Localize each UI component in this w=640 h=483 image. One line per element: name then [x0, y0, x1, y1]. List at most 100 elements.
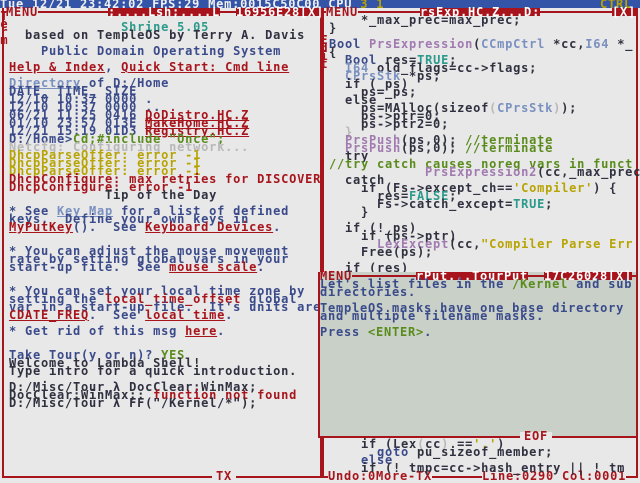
text-line: Bool res=TRUE; — [329, 53, 458, 67]
text-segment: '.' — [473, 437, 498, 451]
editor-close-button[interactable]: [X] — [612, 5, 637, 19]
text-line: PrsPush(ps,0); //terminate — [329, 134, 553, 146]
text-segment: 12/10 10:37 0000 . — [9, 92, 154, 106]
text-line: //try catch causes noreg vars in funct — [329, 158, 633, 170]
link[interactable]: Registry.HC.Z — [145, 124, 250, 138]
text-segment: function not found — [153, 388, 298, 402]
terminal-close-button[interactable]: [X] — [300, 5, 325, 19]
text-segment: PrsExpression2 — [329, 165, 538, 179]
text-segment: Shrine 5.05 — [9, 20, 210, 34]
text-line: Free(ps); — [329, 246, 433, 258]
text-segment: CCmpCtrl — [481, 37, 546, 51]
text-segment: start-up file. See — [9, 260, 170, 274]
text-segment: based on TempleOS by Terry A. Davis — [9, 28, 306, 42]
text-segment: Tip of the Day — [9, 188, 218, 202]
tour-title-bar[interactable]: MENU rPut...TourPut 17C26028 [X] — [320, 269, 636, 283]
text-segment: ps->ptr=0; — [329, 109, 442, 123]
text-segment: <ENTER> — [368, 325, 425, 339]
text-segment: ; — [449, 53, 458, 67]
tour-title: rPut...TourPut — [416, 269, 529, 283]
text-line: if (_ps) — [329, 78, 409, 90]
text-segment: 01/10 23:57 013E — [9, 116, 146, 130]
text-segment: . — [257, 260, 266, 274]
link[interactable]: Directory — [9, 76, 82, 90]
text-line: 12/10 10:37 0000 . — [9, 92, 154, 106]
text-segment: Netcfg: Configuring network... — [9, 140, 250, 154]
text-segment: DhcpParseOffer: error -1 — [9, 156, 202, 170]
text-segment: if (! tmpc=cc->hash_entry || ! tm — [329, 461, 626, 475]
tour-menu-button[interactable]: MENU — [320, 269, 353, 283]
text-segment: (ps,0); — [401, 141, 466, 155]
editor-title: rsExp.HC.Z...D: — [420, 5, 541, 19]
text-segment: 06/21 11:25 0416 — [9, 108, 146, 122]
text-line: goto pu_sizeof_member; — [329, 446, 553, 458]
terminal-title-bar[interactable]: MENU ;....Lsh;....L 16956E28 [X] — [4, 5, 325, 19]
text-line: 12/21 15:19 01D3 Registry.HC.Z — [9, 124, 250, 138]
link[interactable]: DoDistro.HC.Z — [145, 108, 250, 122]
editor-title-bar[interactable]: MENU rsExp.HC.Z...D: [X] — [324, 5, 637, 19]
text-segment: . — [225, 308, 234, 322]
text-segment: 12/21 15:19 01D3 — [9, 124, 146, 138]
text-segment: ) — [441, 437, 450, 451]
text-segment: *_max_prec=max_prec; — [329, 13, 522, 27]
link[interactable]: CDATE_FREQ — [9, 308, 90, 322]
text-line: Help & Index, Quick Start: Cmd line — [9, 60, 290, 74]
text-line: keys. Define your own keys in — [9, 213, 249, 225]
link[interactable]: Key Map — [57, 204, 114, 218]
text-segment: == — [449, 437, 474, 451]
text-segment: if (Fs->except_ch== — [329, 181, 514, 195]
text-segment: ); — [561, 101, 578, 115]
editor-menu-button[interactable]: MENU — [326, 5, 359, 19]
text-line: start-up file. See mouse scale. — [9, 260, 266, 274]
text-segment: CPrsStk — [329, 69, 402, 83]
tour-task-id: 17C26028 — [544, 269, 609, 283]
link[interactable]: here — [185, 324, 218, 338]
text-segment: if (ps->ptr) — [329, 229, 458, 243]
text-line: DhcpConfigure: error -1 — [9, 180, 194, 194]
text-line: if (!_ps) — [329, 222, 417, 234]
text-line: CPrsStk *ps; — [329, 69, 442, 83]
link[interactable]: Help & Index — [9, 60, 106, 74]
editor-window[interactable]: MENU rsExp.HC.Z...D: [X] E d i t Undo:0M… — [320, 5, 638, 482]
text-line: Fs->catch_except=TRUE; — [329, 198, 553, 210]
text-segment: for a list of defined — [113, 204, 290, 218]
terminal-menu-button[interactable]: MENU — [6, 5, 39, 19]
link[interactable]: local time — [145, 308, 226, 322]
text-line: LexExcept(cc,"Compiler Parse Err — [329, 237, 633, 251]
tour-close-button[interactable]: [X] — [608, 269, 633, 283]
text-segment: /Kernel — [512, 277, 569, 291]
link[interactable]: Keyboard Devices — [145, 220, 274, 234]
text-segment: Take Tour(y or n)? — [9, 348, 162, 362]
text-line: res=FALSE; — [329, 189, 457, 203]
clock: Tue 12/21 23:42:02 — [0, 0, 145, 11]
text-line: ps=_ps; — [329, 86, 417, 98]
text-segment: FALSE — [409, 189, 450, 203]
text-line: directories. — [320, 286, 416, 298]
link[interactable]: MakeHome.HC.Z — [145, 116, 250, 130]
link[interactable]: mouse scale — [169, 260, 258, 274]
text-line: if (ps->ptr) — [329, 229, 458, 243]
text-line: if (res) — [329, 262, 409, 274]
text-segment: local_time_offset — [105, 292, 242, 306]
text-line: Press <ENTER>. — [320, 325, 432, 339]
text-segment: ( — [473, 37, 482, 51]
terminal-side-label: T e r m — [0, 9, 8, 47]
text-segment: Press — [320, 325, 369, 339]
text-segment: DhcpConfigure: error -1 — [9, 180, 194, 194]
text-segment: Bool — [329, 53, 378, 67]
tour-window[interactable]: MENU rPut...TourPut 17C26028 [X] EOF — [318, 269, 638, 442]
text-segment: , — [105, 60, 122, 74]
text-segment: and sub — [568, 277, 633, 291]
link[interactable]: MyPutKey — [9, 220, 74, 234]
link[interactable]: Quick Start: Cmd line — [121, 60, 290, 74]
text-segment: ) — [553, 101, 562, 115]
text-segment: LexExcept — [329, 237, 450, 251]
terminal-window[interactable]: MENU ;....Lsh;....L 16956E28 [X] T e r m… — [0, 5, 325, 482]
text-line: var in a start-up file. It's units are — [9, 301, 321, 313]
text-segment: *ps; — [401, 69, 442, 83]
text-line: 12/10 10:37 0000 .. — [9, 101, 161, 113]
memory: Mem:0015C50C00 — [208, 0, 321, 11]
text-segment: Welcome to Lambda Shell! — [9, 356, 202, 370]
text-segment: res= — [377, 53, 418, 67]
text-segment: DocClear;WinMax;: — [9, 388, 154, 402]
